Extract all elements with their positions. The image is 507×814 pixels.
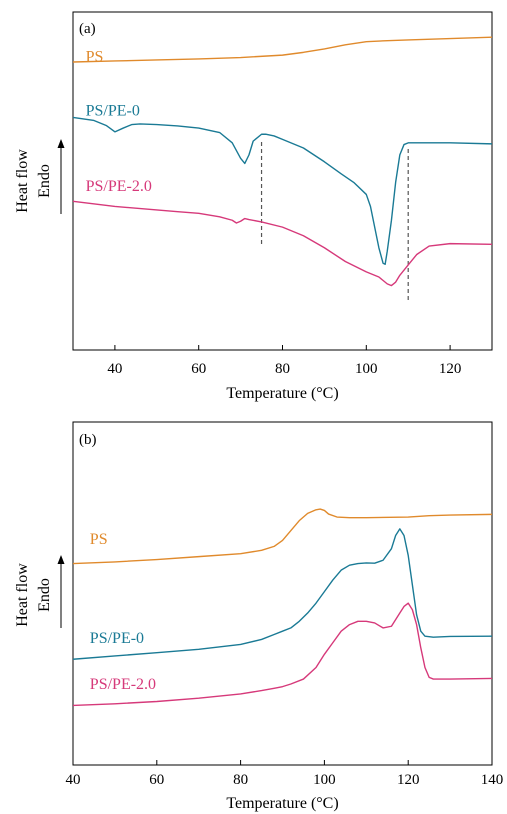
x-tick-label: 80 — [275, 361, 290, 377]
panel-b-x-axis-label: Temperature (°C) — [226, 795, 338, 812]
panel-b-ylabel-heat-flow: Heat flow — [14, 563, 31, 627]
x-tick-label: 100 — [313, 772, 336, 788]
series-line-ps — [72, 36, 493, 63]
panel-a-ylabel-endo: Endo — [36, 164, 53, 198]
series-label-ps-pe-2-0: PS/PE-2.0 — [86, 178, 152, 195]
panel-a-endo-arrow-icon — [57, 139, 65, 214]
series-line-ps — [72, 508, 493, 565]
panel-a-x-ticks: 40 60 80 100 120 — [107, 345, 461, 377]
x-tick-label: 80 — [233, 772, 248, 788]
x-tick-label: 120 — [439, 361, 462, 377]
panel-a-series — [72, 36, 493, 287]
x-tick-label: 100 — [355, 361, 378, 377]
x-tick-label: 40 — [66, 772, 81, 788]
x-tick-label: 40 — [107, 361, 122, 377]
panel-b-endo-arrow-icon — [57, 555, 65, 628]
series-label-ps-pe-0: PS/PE-0 — [86, 102, 140, 119]
series-label-ps-pe-0: PS/PE-0 — [90, 630, 144, 647]
panel-a-label: (a) — [79, 21, 96, 37]
series-label-ps-pe-2-0: PS/PE-2.0 — [90, 676, 156, 693]
panel-a-series-labels: PS PS/PE-0 PS/PE-2.0 — [86, 49, 152, 195]
x-tick-label: 120 — [397, 772, 420, 788]
panel-a-guides — [260, 142, 409, 303]
series-label-ps: PS — [86, 49, 104, 66]
panel-a-x-axis-label: Temperature (°C) — [226, 385, 338, 402]
series-label-ps: PS — [90, 531, 108, 548]
series-line-ps-pe-2-0 — [72, 602, 493, 707]
panel-a: (a) PS PS/PE-0 PS/PE-2.0 40 60 80 100 120 Temp… — [14, 11, 493, 402]
panel-b: (b) PS PS/PE-0 PS/PE-2.0 40 60 80 100 120 140 T… — [14, 421, 504, 812]
panel-b-series-labels: PS PS/PE-0 PS/PE-2.0 — [90, 531, 156, 693]
x-tick-label: 60 — [191, 361, 206, 377]
panel-b-series — [72, 508, 493, 707]
series-line-ps-pe-0 — [72, 528, 493, 660]
panel-b-label: (b) — [79, 432, 97, 448]
panel-b-frame — [72, 421, 493, 766]
x-tick-label: 60 — [149, 772, 164, 788]
series-line-ps-pe-0 — [72, 116, 493, 265]
x-tick-label: 140 — [481, 772, 504, 788]
panel-a-y-axis-label: Heat flow Endo — [14, 139, 65, 214]
series-line-ps-pe-2-0 — [72, 200, 493, 287]
panel-b-ylabel-endo: Endo — [36, 578, 53, 612]
panel-b-y-axis-label: Heat flow Endo — [14, 555, 65, 628]
panel-a-ylabel-heat-flow: Heat flow — [14, 149, 31, 213]
panel-b-x-ticks: 40 60 80 100 120 140 — [66, 760, 504, 788]
